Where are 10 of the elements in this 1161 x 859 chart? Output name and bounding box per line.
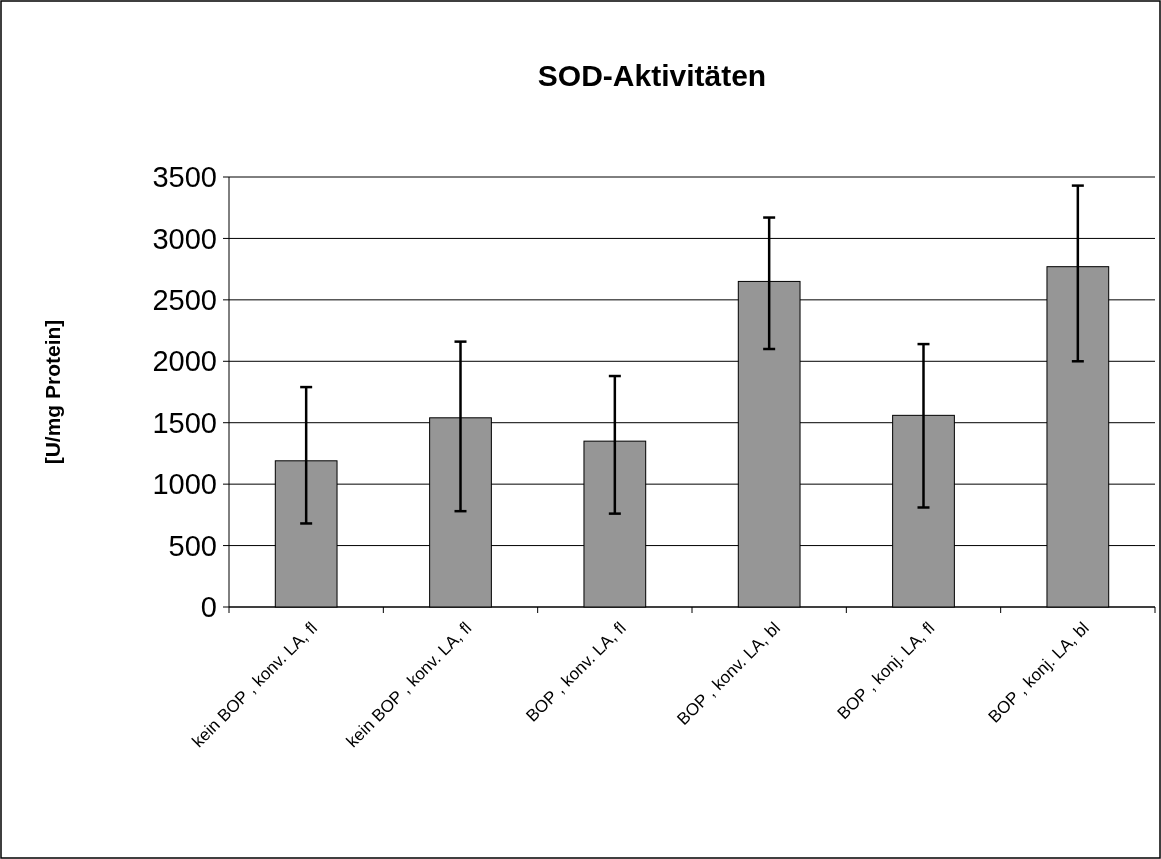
y-tick-label: 500 xyxy=(168,529,217,562)
y-tick-label: 3000 xyxy=(152,222,217,255)
y-tick-label: 1000 xyxy=(152,468,217,501)
y-tick-label: 2500 xyxy=(152,284,217,317)
y-tick-label: 0 xyxy=(200,591,217,624)
y-tick-label: 2000 xyxy=(152,345,217,378)
y-axis-title: [U/mg Protein] xyxy=(41,319,64,465)
y-tick-label: 3500 xyxy=(152,161,217,194)
chart-title: SOD-Aktivitäten xyxy=(537,59,767,92)
y-tick-label: 1500 xyxy=(152,406,217,439)
